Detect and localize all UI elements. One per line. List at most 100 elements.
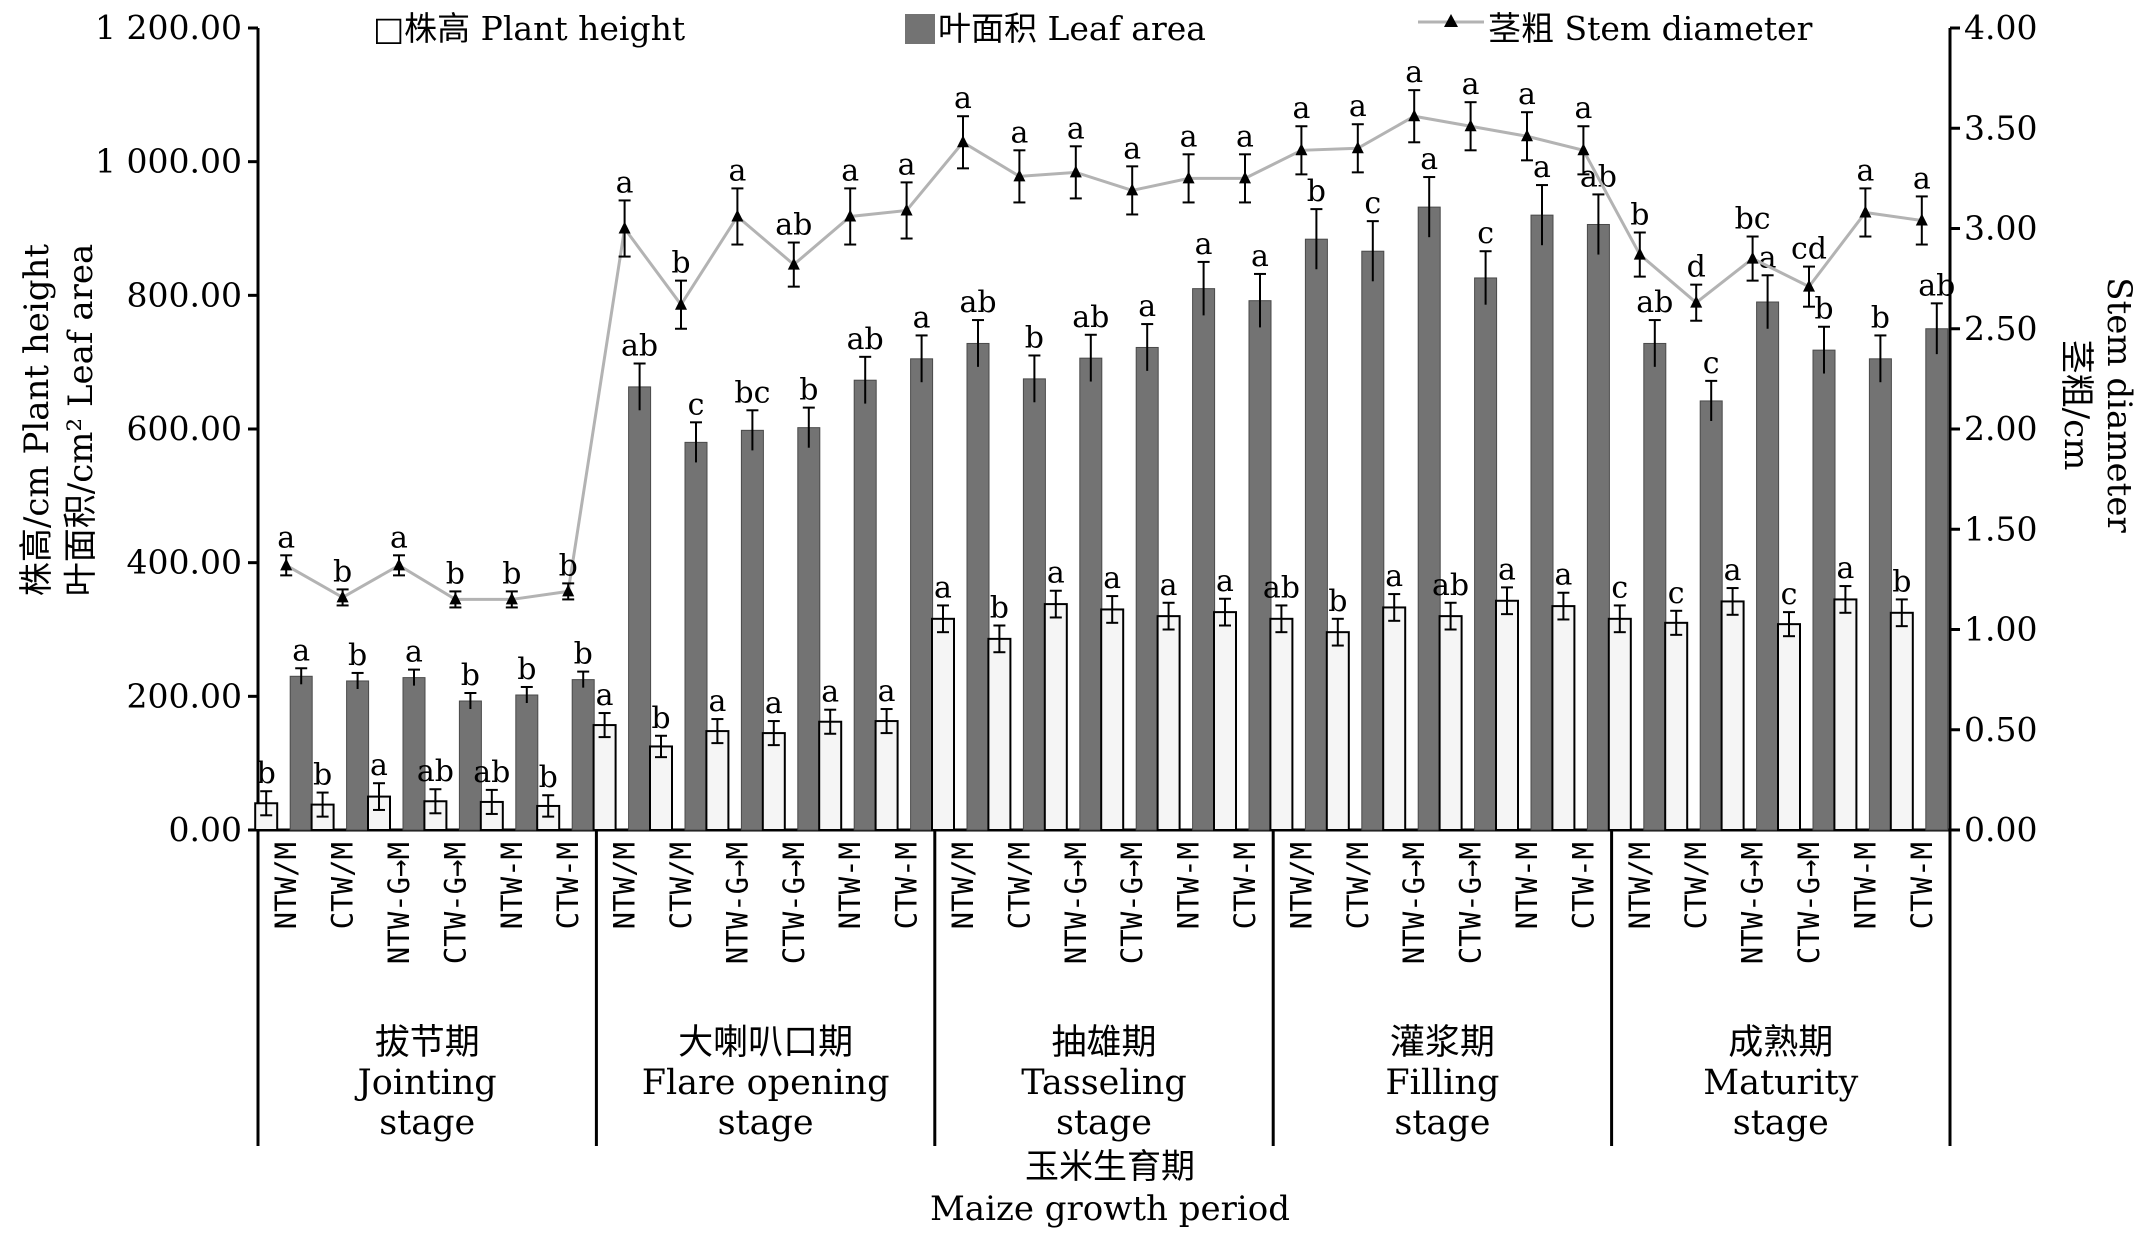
stem-diameter-significance-label: a bbox=[1123, 131, 1141, 166]
leaf-area-significance-label: c bbox=[1477, 216, 1494, 251]
leaf-area-bar bbox=[1586, 223, 1610, 831]
treatment-label: CTW/M bbox=[326, 842, 360, 929]
stem-diameter-point bbox=[675, 297, 687, 310]
treatment-label: CTW-M bbox=[890, 842, 924, 929]
leaf-area-significance-label: a bbox=[1138, 289, 1156, 324]
treatment-label: NTW-G→M bbox=[1736, 842, 1770, 964]
leaf-area-bar bbox=[1756, 301, 1780, 831]
plant-height-significance-label: a bbox=[934, 570, 952, 605]
x-title-en: Maize growth period bbox=[930, 1189, 1290, 1229]
stem-diameter-point bbox=[1351, 141, 1364, 154]
leaf-area-significance-label: ab bbox=[1072, 300, 1109, 335]
stem-diameter-point bbox=[731, 209, 744, 222]
stem-diameter-point bbox=[1408, 109, 1421, 122]
stem-diameter-point bbox=[449, 592, 462, 605]
leaf-area-significance-label: a bbox=[1251, 239, 1269, 274]
plant-height-bar bbox=[1495, 599, 1519, 831]
stem-diameter-point bbox=[1295, 143, 1308, 156]
plant-height-bar bbox=[1269, 617, 1294, 831]
treatment-label: NTW-G→M bbox=[1397, 842, 1431, 964]
y-right-tick-label: 1.00 bbox=[1964, 610, 2037, 649]
stem-diameter-significance-label: a bbox=[954, 81, 972, 116]
stem-diameter-point bbox=[1013, 169, 1026, 182]
stem-diameter-significance-label: d bbox=[1687, 250, 1706, 285]
plant-height-significance-label: b bbox=[257, 756, 276, 791]
leaf-area-bar bbox=[797, 427, 821, 831]
stem-diameter-point bbox=[1859, 205, 1872, 218]
stem-diameter-significance-label: b bbox=[1630, 198, 1649, 233]
y-left-tick-label: 400.00 bbox=[127, 543, 242, 582]
y-left-tick-label: 200.00 bbox=[127, 676, 242, 715]
plant-height-significance-label: a bbox=[765, 686, 783, 721]
plant-height-significance-label: a bbox=[1047, 556, 1065, 591]
stem-diameter-significance-label: a bbox=[1518, 77, 1536, 112]
bars: babbaaabbabbbbaabbcabcabaabaaaabbbaabaaa… bbox=[254, 142, 1955, 832]
leaf-area-bar bbox=[346, 680, 370, 831]
leaf-area-bar bbox=[571, 679, 595, 831]
leaf-area-bar bbox=[910, 358, 934, 831]
y-right-tick-label: 0.50 bbox=[1964, 710, 2037, 749]
y-right-tick-label: 1.50 bbox=[1964, 509, 2037, 548]
leaf-area-bar bbox=[1361, 250, 1385, 831]
stem-diameter-significance-label: a bbox=[1236, 119, 1254, 154]
leaf-area-bar bbox=[1699, 400, 1723, 831]
stage-label-en: Tasseling bbox=[1021, 1063, 1186, 1103]
plant-height-bar bbox=[1325, 631, 1350, 831]
plant-height-bar bbox=[1213, 611, 1237, 832]
stage-label-en: Jointing bbox=[355, 1063, 497, 1103]
treatment-label: NTW/M bbox=[946, 842, 980, 929]
leaf-area-bar bbox=[1530, 214, 1554, 831]
legend-item-stem-diameter: 茎粗 Stem diameter bbox=[1488, 9, 1813, 48]
treatment-label: CTW/M bbox=[664, 842, 698, 929]
y-left-title-line1: 株高/cm Plant height bbox=[17, 244, 57, 596]
leaf-area-bar bbox=[1304, 238, 1328, 831]
leaf-area-significance-label: a bbox=[1759, 240, 1777, 275]
stem-diameter-significance-label: a bbox=[1405, 55, 1423, 90]
x-title-zh: 玉米生育期 bbox=[1025, 1147, 1195, 1187]
legend-item-leaf-area: 叶面积 Leaf area bbox=[938, 9, 1206, 48]
plant-height-bar bbox=[1382, 606, 1407, 831]
stem-diameter-significance-label: a bbox=[1180, 119, 1198, 154]
treatment-label: NTW-G→M bbox=[720, 842, 754, 964]
leaf-area-bar bbox=[1022, 378, 1046, 831]
stem-diameter-point bbox=[618, 221, 631, 234]
y-right-title-line2: Stem diameter bbox=[2099, 277, 2139, 533]
treatment-label: CTW-G→M bbox=[438, 842, 472, 964]
treatment-label: CTW-M bbox=[551, 842, 585, 929]
stage-label-en: stage bbox=[1394, 1103, 1490, 1143]
plant-height-significance-label: a bbox=[821, 675, 839, 710]
stem-diameter-significance-label: a bbox=[1292, 91, 1310, 126]
stem-diameter-point bbox=[1126, 183, 1139, 196]
treatment-label: NTW-M bbox=[1510, 842, 1544, 929]
stem-diameter-point bbox=[787, 257, 800, 270]
stem-diameter-significance-label: a bbox=[390, 520, 408, 555]
y-right-ticks: 0.00 0.50 1.00 1.50 2.00 2.50 3.00 3.50 4.00 bbox=[1950, 8, 2037, 849]
stem-diameter-significance-label: ab bbox=[775, 208, 812, 243]
stem-diameter-point bbox=[505, 592, 518, 605]
plant-height-bar bbox=[1100, 608, 1125, 832]
leaf-area-significance-label: a bbox=[1420, 142, 1438, 177]
stage-label-en: stage bbox=[1056, 1103, 1152, 1143]
plant-height-bar bbox=[1607, 617, 1632, 831]
stem-diameter-point bbox=[1464, 119, 1477, 132]
leaf-area-bar bbox=[1643, 342, 1667, 831]
plant-height-bar bbox=[987, 637, 1012, 832]
y-right-title-line1: 茎粗/cm bbox=[2056, 340, 2096, 471]
leaf-area-significance-label: ab bbox=[1918, 268, 1955, 303]
stem-diameter-significance-label: a bbox=[898, 147, 916, 182]
plant-height-bar bbox=[1438, 615, 1463, 832]
leaf-area-bar bbox=[1868, 358, 1892, 831]
treatment-label: CTW-M bbox=[1905, 842, 1939, 929]
y-left-tick-label: 1 000.00 bbox=[95, 142, 242, 181]
plant-height-significance-label: c bbox=[1668, 576, 1685, 611]
y-right-tick-label: 2.00 bbox=[1964, 409, 2037, 448]
leaf-area-bar bbox=[1079, 357, 1103, 831]
plant-height-significance-label: c bbox=[1781, 577, 1798, 612]
plant-height-significance-label: b bbox=[651, 701, 670, 736]
stem-diameter-significance-label: a bbox=[841, 153, 859, 188]
treatment-label: CTW/M bbox=[1002, 842, 1036, 929]
stem-diameter-significance-label: b bbox=[502, 556, 521, 591]
stage-label-zh: 大喇叭口期 bbox=[678, 1023, 853, 1063]
leaf-area-bar bbox=[1135, 346, 1159, 831]
